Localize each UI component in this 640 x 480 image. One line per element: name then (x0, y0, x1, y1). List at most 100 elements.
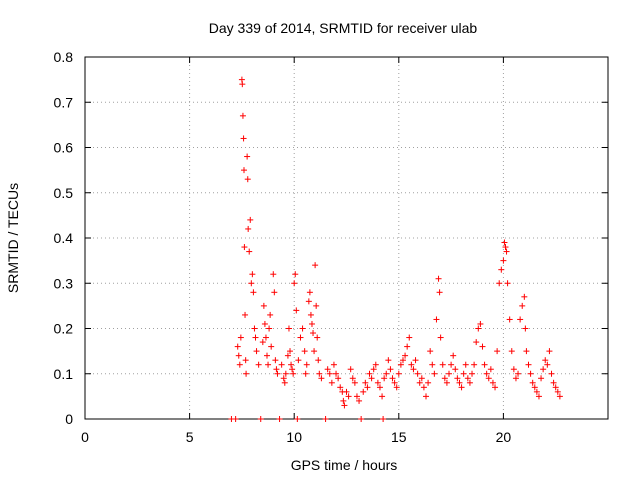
data-point (412, 357, 419, 364)
data-point (242, 357, 249, 364)
data-point (439, 361, 446, 368)
data-point (487, 366, 494, 373)
data-point (236, 361, 243, 368)
data-point (351, 379, 358, 386)
y-tick-label: 0.8 (54, 49, 74, 65)
data-point (358, 416, 365, 422)
data-point (330, 361, 337, 368)
data-point (244, 176, 251, 183)
data-point (265, 361, 272, 368)
data-point (301, 348, 308, 355)
data-point (460, 370, 467, 377)
data-point (379, 393, 386, 400)
y-tick-label: 0.1 (54, 366, 74, 382)
data-point (282, 370, 289, 377)
data-point (278, 361, 285, 368)
data-point (527, 370, 534, 377)
y-tick-label: 0.3 (54, 275, 74, 291)
data-point (397, 361, 404, 368)
y-tick-label: 0.7 (54, 94, 74, 110)
data-point (273, 366, 280, 373)
data-point (381, 375, 388, 382)
data-point (310, 330, 317, 337)
data-point (239, 81, 246, 88)
data-point (556, 393, 563, 400)
y-tick-label: 0.6 (54, 140, 74, 156)
data-point (437, 334, 444, 341)
data-point (525, 361, 532, 368)
data-point (291, 280, 298, 287)
data-point (408, 361, 415, 368)
data-point (456, 379, 463, 386)
data-point (244, 153, 251, 160)
data-point (313, 302, 320, 309)
data-point (515, 370, 522, 377)
data-point (544, 361, 551, 368)
data-point (485, 375, 492, 382)
data-point (395, 370, 402, 377)
data-point (274, 370, 281, 377)
data-point (458, 384, 465, 391)
data-point (240, 135, 247, 142)
data-point (496, 280, 503, 287)
data-point (353, 393, 360, 400)
data-point (295, 357, 302, 364)
data-point (479, 343, 486, 350)
y-tick-label: 0.4 (54, 230, 74, 246)
data-point (297, 334, 304, 341)
data-point (333, 370, 340, 377)
data-point (387, 366, 394, 373)
data-point (521, 293, 528, 300)
data-point (404, 343, 411, 350)
data-point (264, 352, 271, 359)
data-point (324, 366, 331, 373)
data-point (406, 334, 413, 341)
data-point (494, 348, 501, 355)
data-point (266, 325, 273, 332)
data-point (232, 416, 239, 422)
data-point (489, 379, 496, 386)
data-point (450, 352, 457, 359)
data-point (462, 361, 469, 368)
data-point (257, 416, 264, 422)
data-point (366, 370, 373, 377)
axis-ticks (84, 56, 608, 420)
data-point (276, 416, 283, 422)
data-point (370, 366, 377, 373)
data-point (306, 289, 313, 296)
data-point (522, 325, 529, 332)
data-point (267, 311, 274, 318)
data-point (452, 366, 459, 373)
data-point (376, 384, 383, 391)
data-point (285, 325, 292, 332)
data-point (535, 393, 542, 400)
data-point (340, 397, 347, 404)
data-point (448, 361, 455, 368)
data-point (262, 334, 269, 341)
data-point (356, 397, 363, 404)
data-point (446, 370, 453, 377)
data-point (473, 339, 480, 346)
data-point (243, 370, 250, 377)
data-points (228, 76, 563, 422)
data-point (237, 334, 244, 341)
data-point (523, 348, 530, 355)
data-point (347, 366, 354, 373)
data-point (248, 280, 255, 287)
data-point (287, 348, 294, 355)
data-point (311, 348, 318, 355)
data-point (475, 325, 482, 332)
data-point (503, 248, 510, 255)
x-axis-label: GPS time / hours (291, 457, 398, 473)
data-point (492, 384, 499, 391)
data-point (410, 366, 417, 373)
data-point (343, 388, 350, 395)
data-point (420, 384, 427, 391)
data-point (416, 379, 423, 386)
data-point (427, 348, 434, 355)
data-point (471, 361, 478, 368)
data-point (531, 384, 538, 391)
y-tick-label: 0.5 (54, 185, 74, 201)
data-point (500, 257, 507, 264)
data-point (464, 375, 471, 382)
